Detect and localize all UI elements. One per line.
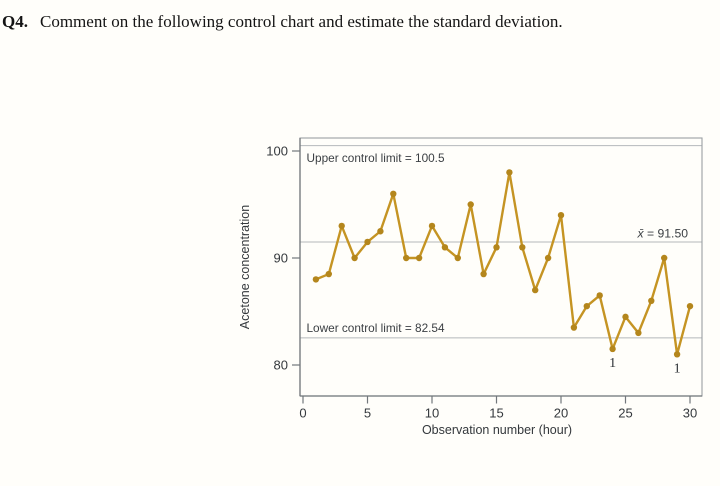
data-point [635, 329, 642, 337]
data-point [661, 254, 668, 262]
data-point [312, 276, 320, 283]
out-of-control-flag: 1 [674, 361, 681, 376]
data-point [622, 313, 629, 321]
lcl-label: Lower control limit = 82.54 [307, 321, 445, 335]
ucl-label: Upper control limit = 100.5 [307, 151, 445, 165]
data-point [686, 302, 694, 310]
data-point [506, 169, 513, 176]
x-tick-label: 20 [554, 406, 568, 421]
x-tick-label: 5 [364, 406, 371, 421]
question-text: Comment on the following control chart a… [39, 12, 563, 31]
x-tick-label: 10 [425, 406, 439, 421]
data-point [415, 254, 423, 262]
data-point [364, 238, 371, 246]
control-chart-figure: 100 90 80 0 5 10 15 20 25 30 Upper control limit =… [0, 60, 720, 437]
plot-frame [299, 137, 703, 397]
data-point [673, 351, 681, 358]
center-line-label: x̄ = 91.50 [637, 226, 689, 240]
data-point [557, 212, 565, 219]
x-tick-label: 25 [618, 406, 632, 421]
data-point [544, 254, 552, 262]
data-point [467, 201, 474, 208]
data-point [390, 190, 397, 197]
data-point [609, 345, 616, 353]
x-tick-label: 15 [489, 406, 503, 421]
data-point [454, 254, 461, 262]
question-title: Q4. Comment on the following control char… [2, 12, 702, 32]
data-point [596, 292, 603, 299]
data-point [351, 254, 358, 262]
data-point [325, 270, 332, 278]
data-point [428, 222, 436, 230]
data-point [441, 244, 449, 251]
data-point [338, 222, 345, 230]
out-of-control-flag: 1 [609, 356, 616, 371]
data-point [532, 286, 539, 294]
data-point [403, 254, 410, 262]
data-point [480, 270, 487, 278]
y-tick-label: 100 [266, 144, 288, 159]
control-chart-svg: 100 90 80 0 5 10 15 20 25 30 Upper control limit =… [266, 137, 703, 421]
data-point [583, 302, 590, 310]
data-point [519, 244, 526, 251]
y-tick-label: 80 [274, 358, 288, 373]
data-point [377, 228, 384, 235]
question-number: Q4. [2, 12, 28, 31]
data-point [648, 297, 655, 304]
data-point [493, 244, 500, 251]
y-tick-label: 90 [274, 251, 288, 266]
data-point [570, 324, 578, 331]
x-tick-label: 0 [299, 406, 306, 421]
x-tick-label: 30 [683, 406, 697, 421]
